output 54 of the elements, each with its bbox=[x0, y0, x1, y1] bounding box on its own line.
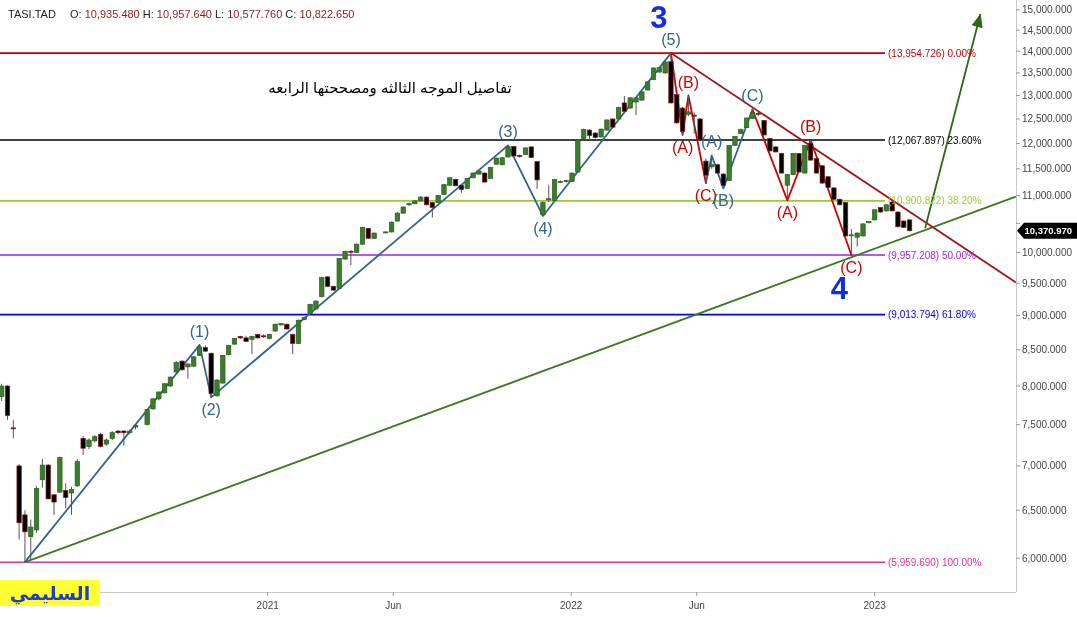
y-tick-label: 8,000.000 bbox=[1022, 380, 1067, 392]
y-tick-label: 8,500.000 bbox=[1022, 344, 1067, 356]
candlestick bbox=[39, 458, 45, 489]
text: O: 10,935.480 H: 10,957.640 L: 10,577.760 C: 10,822.650 bbox=[70, 8, 355, 20]
line-series bbox=[751, 108, 853, 256]
annotation: (4) bbox=[533, 219, 553, 237]
candlestick bbox=[703, 158, 709, 184]
y-tick-label: 11,500.000 bbox=[1022, 163, 1072, 175]
y-tick-label: 7,000.000 bbox=[1022, 460, 1067, 472]
annotation: (B) bbox=[799, 117, 822, 135]
candlestick bbox=[348, 249, 354, 266]
annotation: السليمي bbox=[9, 583, 91, 605]
candlestick bbox=[68, 486, 75, 516]
annotation: تفاصيل الموجه الثالثه ومصححتها الرابعه bbox=[268, 79, 512, 97]
line-series bbox=[24, 52, 672, 564]
y-tick-label: 10,000.000 bbox=[1022, 247, 1073, 258]
y-tick-label: 14,000.000 bbox=[1022, 45, 1073, 57]
x-tick-label: Jun bbox=[688, 600, 705, 611]
annotation: (3) bbox=[498, 123, 518, 141]
y-tick-label: 6,000.000 bbox=[1022, 552, 1067, 564]
y-tick-label: 6,500.000 bbox=[1022, 504, 1067, 516]
annotation: (1) bbox=[189, 322, 210, 340]
annotation: (B) bbox=[677, 73, 700, 91]
x-tick-label: Jun bbox=[385, 600, 402, 611]
y-tick-label: 15,000.000 bbox=[1022, 4, 1073, 16]
annotation: (A) bbox=[671, 138, 694, 156]
candlestick bbox=[80, 435, 86, 456]
y-tick-label: 12,000.000 bbox=[1022, 137, 1073, 149]
text: 10,370.970 bbox=[1024, 225, 1073, 237]
candlestick bbox=[534, 160, 540, 190]
ref-line-label: (12,067.897) 23.60% bbox=[888, 134, 982, 146]
candlestick bbox=[10, 419, 16, 439]
y-tick-label: 11,000.000 bbox=[1022, 189, 1072, 201]
x-tick-label: 2022 bbox=[560, 600, 583, 611]
y-tick-label: 12,500.000 bbox=[1022, 113, 1073, 125]
x-tick-label: 2021 bbox=[256, 600, 280, 611]
candlestick bbox=[691, 111, 697, 135]
y-tick-label: 9,000.000 bbox=[1022, 310, 1067, 322]
ref-line-label: (5,959.690) 100.00% bbox=[888, 556, 982, 568]
y-tick-label: 13,000.000 bbox=[1022, 90, 1073, 102]
annotation: (C) bbox=[741, 87, 764, 105]
candlestick bbox=[685, 95, 691, 117]
x-tick-label: 2023 bbox=[863, 600, 887, 611]
y-tick-label: 13,500.000 bbox=[1022, 67, 1073, 79]
annotation: (2) bbox=[201, 401, 221, 419]
y-tick-label: 7,500.000 bbox=[1022, 419, 1067, 431]
text: TASI.TAD bbox=[8, 8, 56, 20]
annotation: (A) bbox=[776, 204, 799, 222]
line-series bbox=[704, 108, 754, 190]
y-tick-label: 14,500.000 bbox=[1022, 24, 1073, 36]
ref-line-label: (9,957.208) 50.00% bbox=[888, 249, 976, 261]
candlestick bbox=[63, 482, 69, 509]
ref-line-label: (9,013.794) 61.80% bbox=[888, 309, 976, 321]
y-tick-label: 9,500.000 bbox=[1022, 277, 1067, 289]
